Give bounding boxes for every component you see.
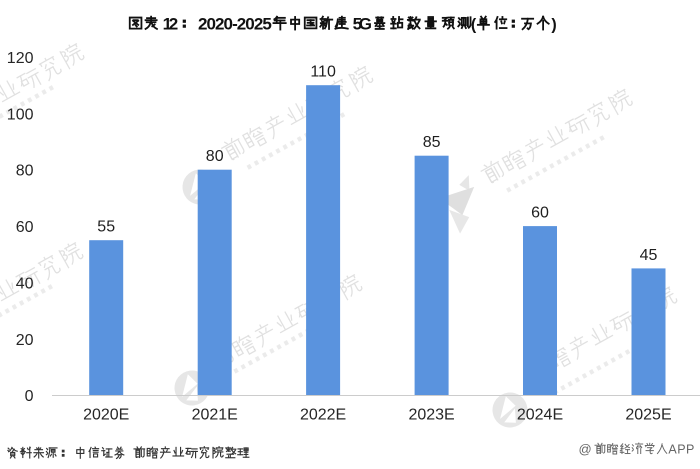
svg-text:(: ( <box>471 17 477 34</box>
svg-text:120: 120 <box>7 50 34 67</box>
svg-text:12: 12 <box>163 15 179 34</box>
svg-text:2021E: 2021E <box>192 407 238 424</box>
svg-text:110: 110 <box>310 64 336 81</box>
svg-text:2020-2025: 2020-2025 <box>198 15 272 34</box>
svg-text:APP: APP <box>668 443 694 457</box>
svg-text:40: 40 <box>16 276 34 293</box>
svg-text:80: 80 <box>206 148 224 165</box>
svg-text:45: 45 <box>640 247 658 264</box>
svg-text:0: 0 <box>25 388 34 405</box>
svg-text:2020E: 2020E <box>83 407 129 424</box>
svg-text:): ) <box>551 17 556 34</box>
svg-text:2022E: 2022E <box>300 407 346 424</box>
svg-text:60: 60 <box>16 219 34 236</box>
svg-text:60: 60 <box>531 205 549 222</box>
svg-text:85: 85 <box>423 134 441 151</box>
svg-text:2023E: 2023E <box>408 407 454 424</box>
svg-text:20: 20 <box>16 332 34 349</box>
svg-text:@: @ <box>579 442 592 457</box>
svg-text:2025E: 2025E <box>625 407 671 424</box>
svg-text:5G: 5G <box>353 15 372 34</box>
svg-text:80: 80 <box>16 163 34 180</box>
svg-text:2024E: 2024E <box>517 407 563 424</box>
svg-text:100: 100 <box>7 106 34 123</box>
svg-text:55: 55 <box>97 219 115 236</box>
